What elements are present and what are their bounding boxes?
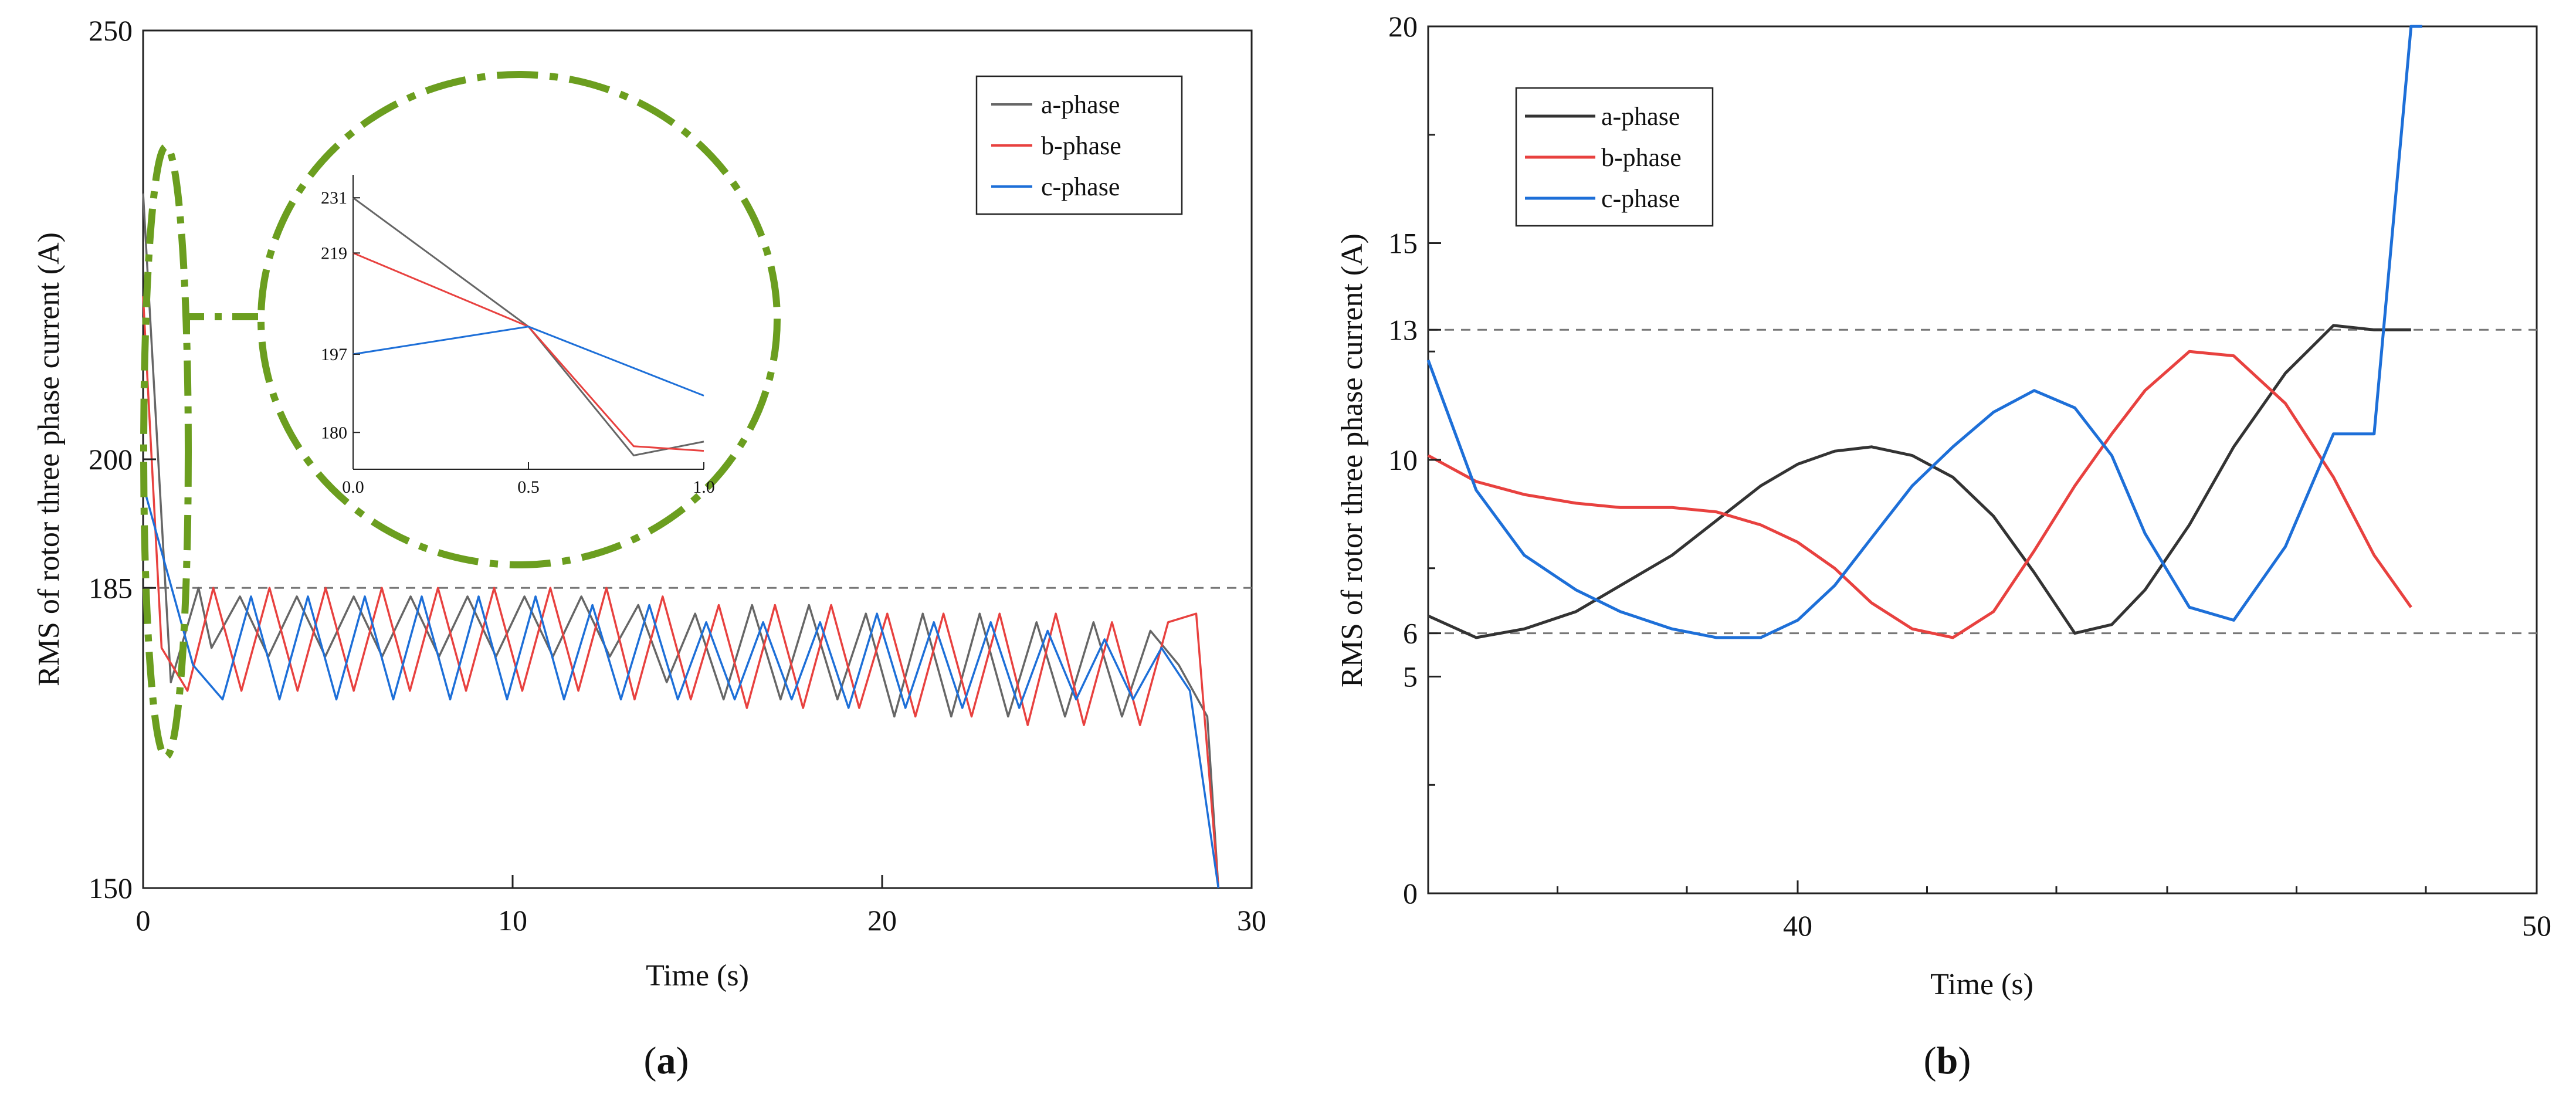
inset-ticks: 0.0 0.5 1.0 231 219 197 180 — [321, 188, 715, 497]
panel-b-ticks: 40 50 0 5 6 10 13 15 20 — [1388, 10, 2551, 942]
panel-b-x-axis-title: Time (s) — [1930, 968, 2033, 1001]
inset-series — [352, 196, 704, 457]
zoom-connector — [183, 313, 258, 334]
y-tick-label-0: 0 — [1403, 877, 1418, 910]
panel-b-caption-letter: b — [1937, 1039, 1958, 1082]
x-tick-label-0: 0 — [136, 904, 151, 937]
panel-b-y-axis-title: RMS of rotor three phase current (A) — [1336, 233, 1369, 687]
legend-label-c-phase: c-phase — [1041, 172, 1120, 201]
legend-label-b-phase: b-phase — [1601, 143, 1682, 172]
inset-x-tick-label-1.0: 1.0 — [693, 477, 715, 497]
series-line-c-phase — [1426, 25, 2422, 639]
panel-a: 0 10 20 30 150 185 200 250 0.0 0.5 1.0 231 219 197 18… — [32, 14, 1266, 1082]
inset-y-tick-label-231: 231 — [321, 188, 347, 208]
y-tick-label-15: 15 — [1388, 227, 1418, 260]
panel-a-caption: (a) — [644, 1039, 689, 1082]
series-line-c-phase — [142, 484, 1220, 889]
panel-a-caption-letter: a — [657, 1039, 676, 1082]
x-tick-label-20: 20 — [867, 904, 897, 937]
x-tick-label-50: 50 — [2522, 909, 2551, 942]
panel-a-series — [142, 193, 1220, 889]
inset-x-tick-label-0.0: 0.0 — [342, 477, 364, 497]
y-tick-label-13: 13 — [1388, 313, 1418, 346]
legend-label-a-phase: a-phase — [1041, 90, 1120, 119]
inset-y-tick-label-197: 197 — [321, 345, 347, 364]
series-line-b-phase — [1427, 350, 2412, 639]
y-tick-label-6: 6 — [1403, 617, 1418, 650]
inset-y-tick-label-180: 180 — [321, 423, 347, 442]
series-line-a-phase — [142, 193, 1220, 889]
x-tick-label-10: 10 — [498, 904, 527, 937]
series-line-b-phase — [142, 296, 1220, 889]
panel-b-caption: (b) — [1924, 1039, 1971, 1082]
panel-b-series — [1426, 25, 2422, 639]
panel-a-inset: 0.0 0.5 1.0 231 219 197 180 — [321, 175, 715, 497]
y-tick-label-5: 5 — [1403, 660, 1418, 693]
panel-b-reference-lines — [1428, 328, 2537, 635]
panel-a-ticks: 0 10 20 30 150 185 200 250 — [89, 14, 1266, 937]
inset-series-line-b-phase — [352, 252, 704, 452]
zoom-source-ellipse — [140, 143, 192, 760]
panel-a-x-axis-title: Time (s) — [646, 959, 749, 992]
legend-label-a-phase: a-phase — [1601, 102, 1680, 131]
y-tick-label-250: 250 — [89, 14, 133, 47]
y-tick-label-10: 10 — [1388, 443, 1418, 476]
y-tick-label-150: 150 — [89, 872, 133, 904]
y-tick-label-20: 20 — [1388, 10, 1418, 43]
x-tick-label-30: 30 — [1237, 904, 1266, 937]
inset-x-tick-label-0.5: 0.5 — [517, 477, 540, 497]
x-tick-label-40: 40 — [1783, 909, 1812, 942]
panel-a-y-axis-title: RMS of rotor three phase current (A) — [32, 232, 66, 686]
legend-label-c-phase: c-phase — [1601, 184, 1680, 213]
legend-label-b-phase: b-phase — [1041, 131, 1121, 160]
y-tick-label-200: 200 — [89, 443, 133, 476]
panel-b-legend: a-phase b-phase c-phase — [1515, 87, 1714, 227]
y-tick-label-185: 185 — [89, 571, 133, 604]
inset-series-line-c-phase — [352, 326, 704, 397]
inset-y-tick-label-219: 219 — [321, 243, 347, 263]
panel-a-legend: a-phase b-phase c-phase — [975, 75, 1183, 215]
